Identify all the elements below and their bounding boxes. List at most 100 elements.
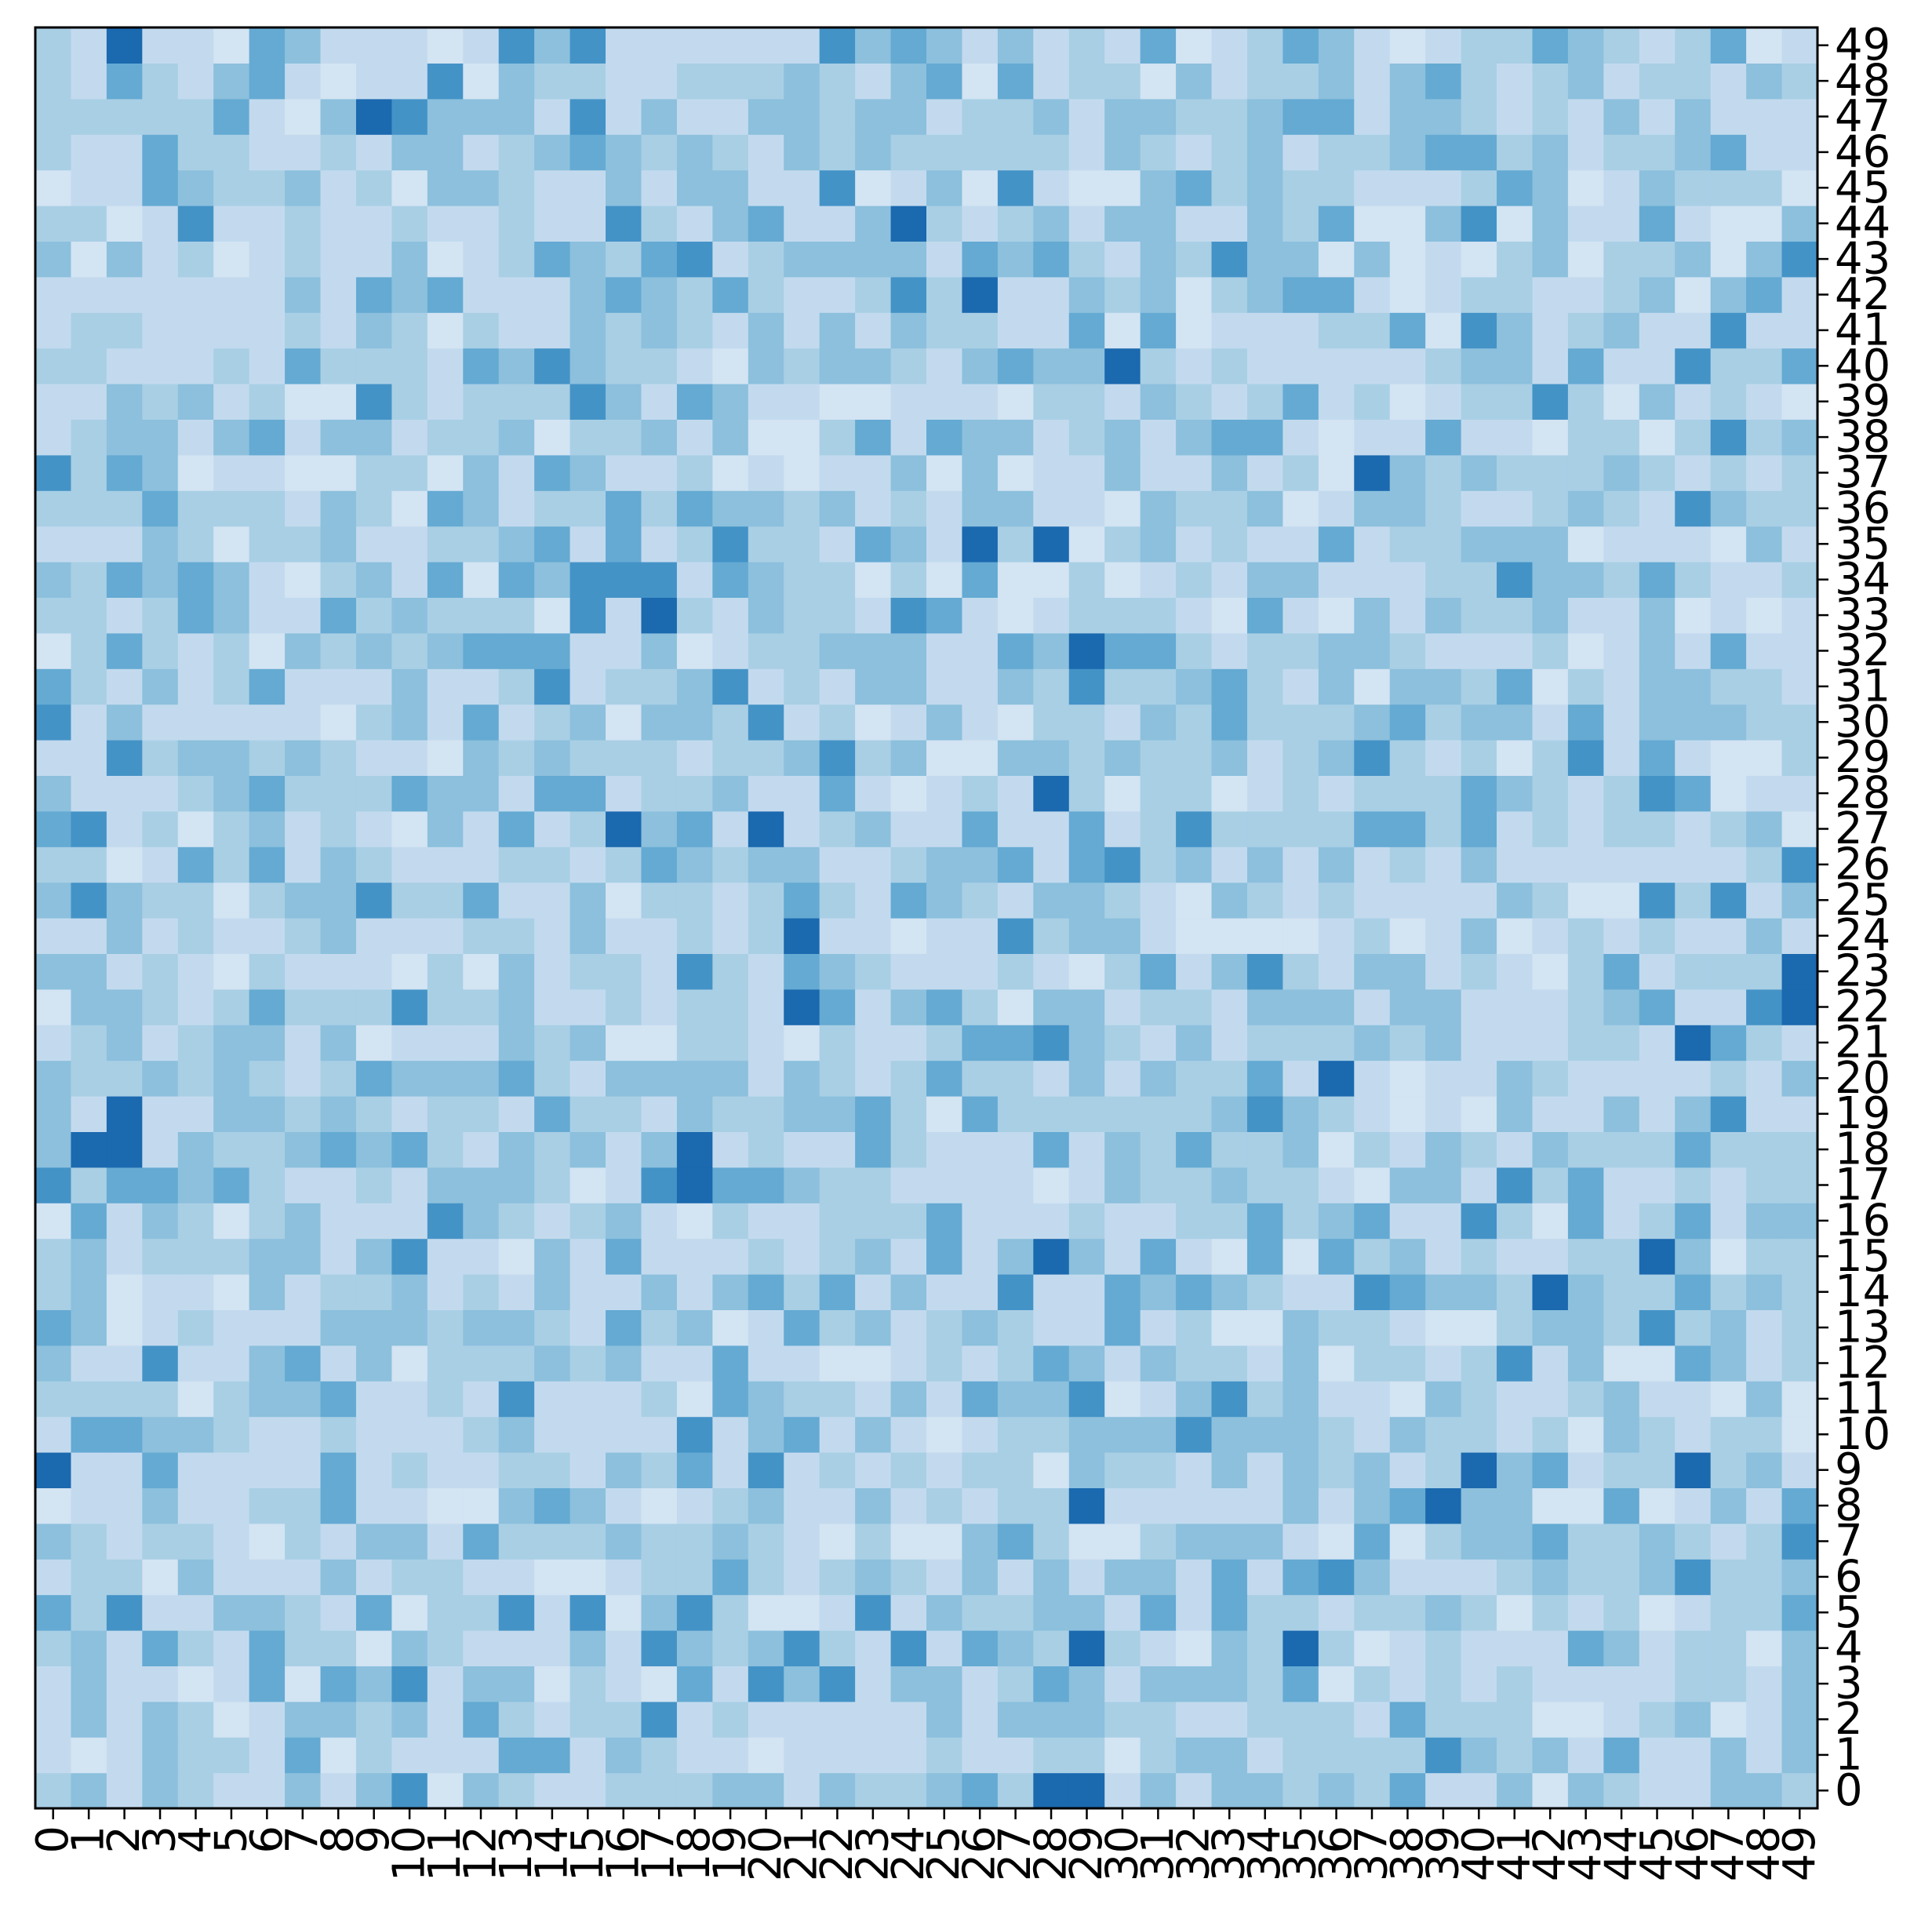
heatmap-cell-x7-y31 (285, 668, 322, 705)
heatmap-cell-x3-y19 (142, 1096, 179, 1132)
heatmap-cell-x21-y8 (784, 1487, 820, 1524)
heatmap-cell-x11-y10 (427, 1416, 464, 1453)
heatmap-cell-x39-y16 (1425, 1203, 1462, 1240)
heatmap-cell-x10-y20 (391, 1060, 428, 1097)
heatmap-cell-x10-y40 (391, 348, 428, 384)
heatmap-cell-x14-y5 (534, 1594, 571, 1631)
heatmap-cell-x4-y27 (177, 810, 214, 847)
heatmap-cell-x28-y8 (1033, 1487, 1070, 1524)
heatmap-cell-x44-y43 (1603, 241, 1640, 278)
heatmap-cell-x1-y23 (71, 953, 107, 990)
heatmap-cell-x3-y14 (142, 1274, 179, 1310)
heatmap-cell-x0-y19 (35, 1096, 72, 1132)
heatmap-cell-x4-y36 (177, 490, 214, 527)
heatmap-cell-x14-y26 (534, 846, 571, 883)
heatmap-cell-x7-y37 (285, 454, 322, 491)
heatmap-cell-x25-y43 (926, 241, 963, 278)
heatmap-cell-x41-y19 (1497, 1096, 1534, 1132)
heatmap-cell-x21-y25 (784, 882, 820, 919)
heatmap-cell-x19-y6 (712, 1559, 749, 1596)
heatmap-cell-x5-y23 (213, 953, 250, 990)
heatmap-cell-x34-y10 (1246, 1416, 1283, 1453)
heatmap-cell-x14-y10 (534, 1416, 571, 1453)
heatmap-cell-x49-y22 (1781, 988, 1818, 1025)
heatmap-cell-x42-y6 (1532, 1559, 1569, 1596)
heatmap-cell-x32-y29 (1176, 740, 1213, 776)
plot-frame (34, 26, 1819, 1810)
heatmap-cell-x26-y24 (962, 918, 999, 954)
heatmap-cell-x48-y7 (1746, 1523, 1783, 1560)
heatmap-cell-x0-y48 (35, 63, 72, 100)
heatmap-cell-x7-y39 (285, 384, 322, 420)
heatmap-cell-x0-y40 (35, 348, 72, 384)
heatmap-cell-x26-y41 (962, 312, 999, 349)
heatmap-cell-x19-y31 (712, 668, 749, 705)
heatmap-cell-x48-y5 (1746, 1594, 1783, 1631)
heatmap-cell-x9-y6 (355, 1559, 392, 1596)
heatmap-cell-x33-y10 (1211, 1416, 1248, 1453)
heatmap-cell-x35-y49 (1283, 27, 1319, 64)
heatmap-cell-x46-y17 (1675, 1167, 1712, 1203)
heatmap-cell-x19-y22 (712, 988, 749, 1025)
heatmap-cell-x18-y15 (676, 1238, 713, 1275)
heatmap-cell-x42-y17 (1532, 1167, 1569, 1203)
heatmap-cell-x46-y23 (1675, 953, 1712, 990)
heatmap-cell-x36-y11 (1318, 1381, 1355, 1418)
heatmap-cell-x45-y25 (1639, 882, 1675, 919)
heatmap-cell-x5-y7 (213, 1523, 250, 1560)
heatmap-cell-x8-y43 (320, 241, 357, 278)
x-tick-label: 17 (634, 1826, 685, 1881)
heatmap-cell-x17-y25 (641, 882, 678, 919)
heatmap-cell-x37-y3 (1354, 1666, 1391, 1702)
y-tick-label: 12 (1835, 1338, 1890, 1389)
heatmap-cell-x46-y40 (1675, 348, 1712, 384)
heatmap-cell-x36-y47 (1318, 98, 1355, 135)
heatmap-cell-x36-y2 (1318, 1701, 1355, 1738)
heatmap-cell-x15-y24 (569, 918, 606, 954)
heatmap-cell-x26-y42 (962, 276, 999, 313)
heatmap-cell-x0-y11 (35, 1381, 72, 1418)
heatmap-cell-x20-y32 (748, 632, 784, 669)
heatmap-cell-x43-y8 (1567, 1487, 1604, 1524)
heatmap-cell-x45-y33 (1639, 597, 1675, 634)
heatmap-cell-x10-y21 (391, 1025, 428, 1061)
heatmap-cell-x9-y17 (355, 1167, 392, 1203)
heatmap-cell-x35-y36 (1283, 490, 1319, 527)
heatmap-cell-x2-y48 (106, 63, 143, 100)
heatmap-cell-x41-y29 (1497, 740, 1534, 776)
heatmap-cell-x21-y5 (784, 1594, 820, 1631)
heatmap-cell-x46-y27 (1675, 810, 1712, 847)
heatmap-cell-x4-y34 (177, 562, 214, 598)
heatmap-cell-x37-y5 (1354, 1594, 1391, 1631)
heatmap-cell-x0-y18 (35, 1131, 72, 1168)
heatmap-cell-x14-y43 (534, 241, 571, 278)
heatmap-cell-x17-y14 (641, 1274, 678, 1310)
heatmap-cell-x21-y34 (784, 562, 820, 598)
heatmap-cell-x30-y36 (1104, 490, 1141, 527)
heatmap-cell-x33-y48 (1211, 63, 1248, 100)
heatmap-cell-x30-y45 (1104, 169, 1141, 206)
heatmap-cell-x40-y3 (1461, 1666, 1497, 1702)
heatmap-cell-x47-y15 (1710, 1238, 1747, 1275)
heatmap-cell-x6-y31 (249, 668, 286, 705)
heatmap-cell-x32-y2 (1176, 1701, 1213, 1738)
heatmap-cell-x17-y48 (641, 63, 678, 100)
heatmap-cell-x42-y45 (1532, 169, 1569, 206)
heatmap-cell-x39-y39 (1425, 384, 1462, 420)
heatmap-cell-x22-y12 (819, 1345, 856, 1382)
heatmap-cell-x12-y6 (463, 1559, 500, 1596)
heatmap-cell-x5-y49 (213, 27, 250, 64)
heatmap-cell-x28-y24 (1033, 918, 1070, 954)
heatmap-cell-x27-y6 (997, 1559, 1034, 1596)
heatmap-cell-x31-y45 (1140, 169, 1177, 206)
heatmap-cell-x7-y9 (285, 1452, 322, 1488)
heatmap-cell-x40-y2 (1461, 1701, 1497, 1738)
heatmap-cell-x43-y28 (1567, 775, 1604, 812)
heatmap-cell-x39-y15 (1425, 1238, 1462, 1275)
heatmap-cell-x42-y47 (1532, 98, 1569, 135)
heatmap-cell-x43-y15 (1567, 1238, 1604, 1275)
heatmap-cell-x21-y6 (784, 1559, 820, 1596)
heatmap-cell-x30-y26 (1104, 846, 1141, 883)
heatmap-cell-x33-y24 (1211, 918, 1248, 954)
heatmap-cell-x7-y14 (285, 1274, 322, 1310)
